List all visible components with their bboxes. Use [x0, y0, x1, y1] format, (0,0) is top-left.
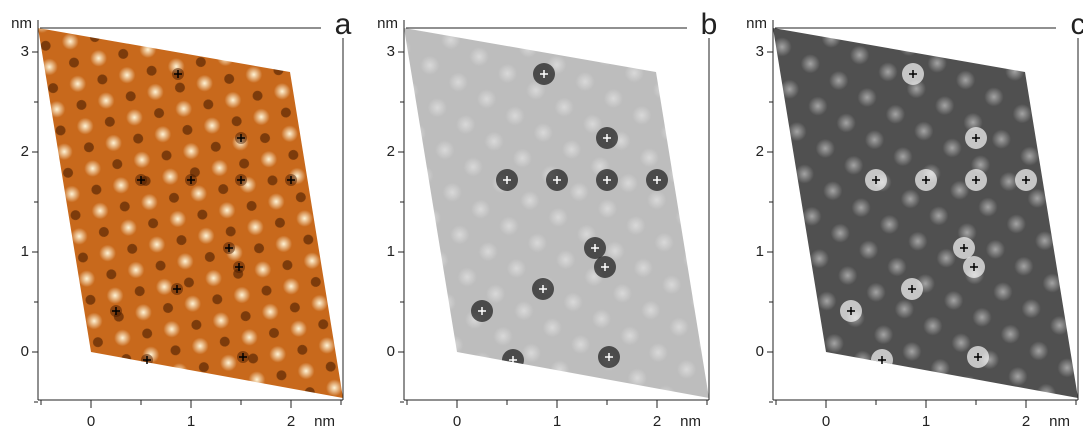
- marker: [478, 307, 486, 315]
- marker: [553, 176, 561, 184]
- marker: [872, 176, 880, 184]
- stm-image: [38, 28, 343, 398]
- marker: [112, 307, 120, 315]
- marker: [974, 353, 982, 361]
- marker: [603, 176, 611, 184]
- marker: [239, 353, 247, 361]
- x-tick-label: 2: [287, 413, 295, 429]
- marker: [237, 176, 245, 184]
- panel-label: a: [335, 8, 352, 41]
- marker: [605, 353, 613, 361]
- y-tick-label: 3: [21, 43, 29, 60]
- panel-label: c: [1071, 8, 1083, 41]
- y-unit: nm: [11, 15, 32, 32]
- marker: [591, 244, 599, 252]
- y-tick-label: 3: [756, 43, 764, 60]
- x-tick-label: 2: [653, 413, 661, 429]
- marker: [187, 176, 195, 184]
- panel: nm nm c 0 1 2 0 1 2 3: [746, 8, 1083, 429]
- marker: [137, 176, 145, 184]
- y-tick-label: 1: [387, 243, 395, 260]
- marker: [603, 134, 611, 142]
- x-unit: nm: [1049, 413, 1070, 429]
- marker: [909, 70, 917, 78]
- marker: [960, 244, 968, 252]
- y-tick-label: 2: [756, 143, 764, 160]
- marker: [174, 70, 182, 78]
- x-tick-label: 1: [553, 413, 561, 429]
- stm-image: [773, 28, 1078, 398]
- x-tick-label: 1: [922, 413, 930, 429]
- marker: [539, 285, 547, 293]
- x-unit: nm: [680, 413, 701, 429]
- y-unit: nm: [377, 15, 398, 32]
- marker: [509, 356, 517, 364]
- marker: [1022, 176, 1030, 184]
- y-tick-label: 0: [21, 343, 29, 360]
- marker: [908, 285, 916, 293]
- marker: [173, 285, 181, 293]
- marker: [287, 176, 295, 184]
- x-unit: nm: [314, 413, 335, 429]
- panel-label: b: [701, 8, 718, 41]
- x-tick-label: 2: [1022, 413, 1030, 429]
- x-tick-label: 1: [187, 413, 195, 429]
- y-tick-label: 0: [387, 343, 395, 360]
- x-tick-label: 0: [822, 413, 830, 429]
- marker: [601, 263, 609, 271]
- marker: [653, 176, 661, 184]
- marker: [143, 356, 151, 364]
- y-tick-label: 1: [756, 243, 764, 260]
- y-tick-label: 2: [21, 143, 29, 160]
- marker: [225, 244, 233, 252]
- marker: [235, 263, 243, 271]
- marker: [972, 134, 980, 142]
- marker: [237, 134, 245, 142]
- y-tick-label: 1: [21, 243, 29, 260]
- y-unit: nm: [746, 15, 767, 32]
- x-tick-label: 0: [87, 413, 95, 429]
- y-tick-label: 0: [756, 343, 764, 360]
- marker: [922, 176, 930, 184]
- y-tick-label: 2: [387, 143, 395, 160]
- marker: [878, 356, 886, 364]
- marker: [972, 176, 980, 184]
- marker: [970, 263, 978, 271]
- y-tick-label: 3: [387, 43, 395, 60]
- marker: [540, 70, 548, 78]
- panel: nm nm b 0 1 2 0 1 2 3: [377, 8, 717, 429]
- marker: [847, 307, 855, 315]
- panel: nm nm a 0 1 2 0 1 2 3: [11, 8, 352, 429]
- stm-image: [404, 28, 709, 398]
- marker: [503, 176, 511, 184]
- x-tick-label: 0: [453, 413, 461, 429]
